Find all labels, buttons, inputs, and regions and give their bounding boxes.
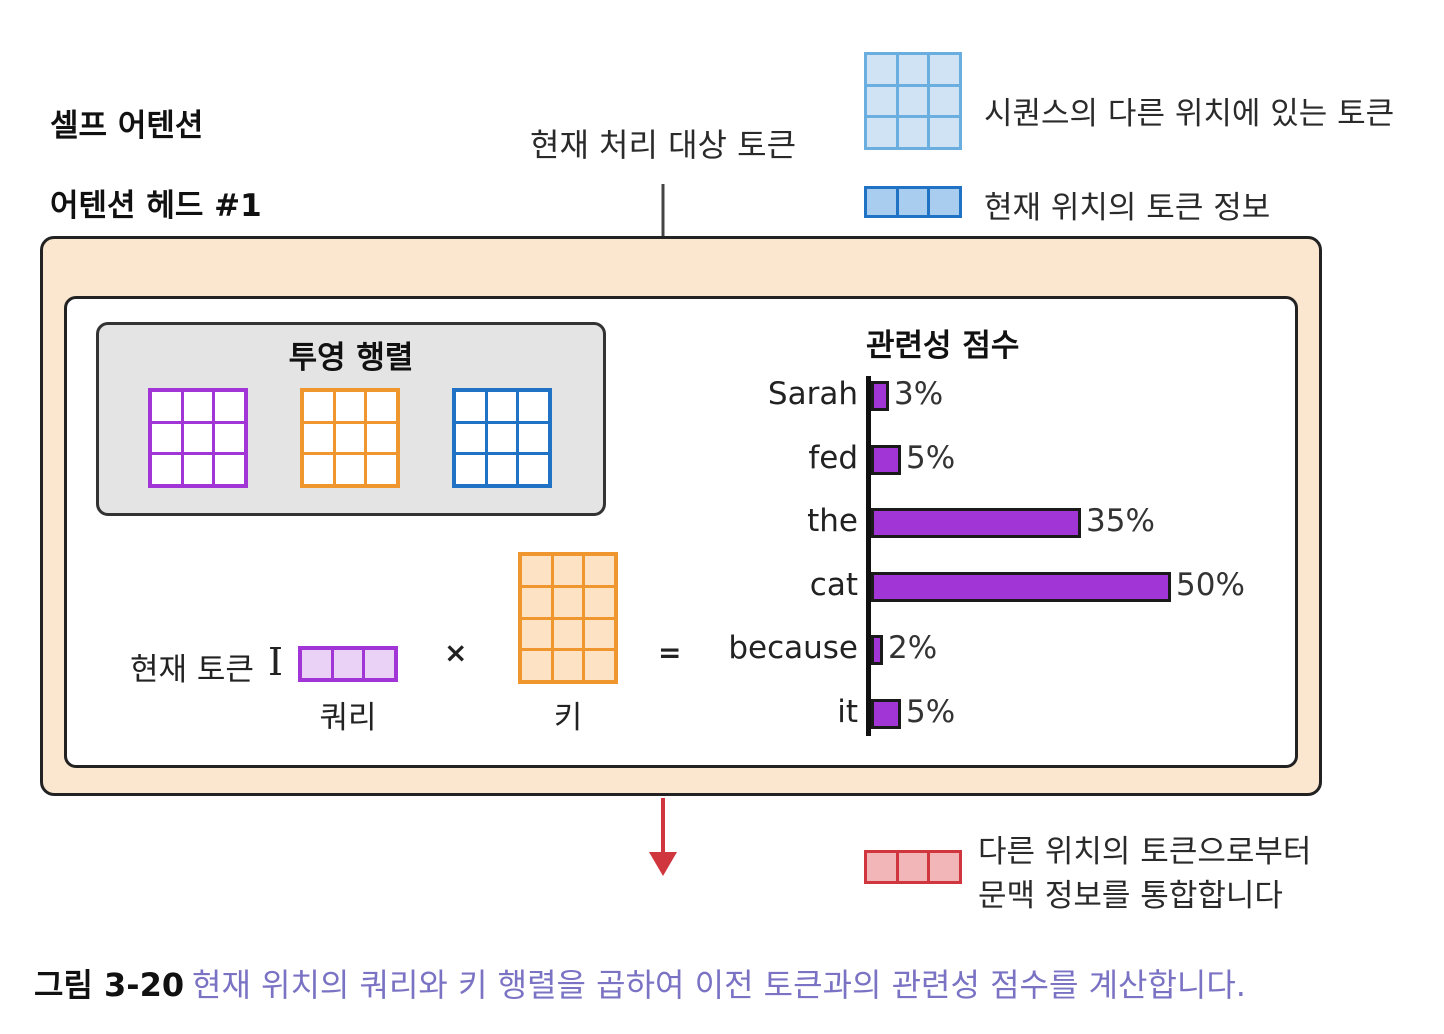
figure-number: 그림 3-20 — [34, 966, 185, 1004]
diagram-title: 셀프 어텐션 — [50, 108, 204, 144]
figure-caption: 현재 위치의 쿼리와 키 행렬을 곱하여 이전 토큰과의 관련성 점수를 계산합… — [192, 966, 1246, 1004]
cursor-icon: I — [268, 640, 284, 684]
equals-sign: = — [658, 636, 682, 669]
legend-context-line1: 다른 위치의 토큰으로부터 — [978, 834, 1312, 870]
query-vector — [298, 646, 398, 682]
multiply-sign: × — [444, 636, 468, 669]
legend-context-icon — [864, 850, 962, 884]
key-matrix — [518, 552, 618, 684]
value-projection-matrix — [452, 388, 552, 488]
legend-other-positions-icon — [864, 52, 962, 150]
legend-current-position-label: 현재 위치의 토큰 정보 — [984, 190, 1271, 226]
projection-matrices-title: 투영 행렬 — [288, 340, 414, 376]
query-label: 쿼리 — [319, 700, 377, 736]
chart-title: 관련성 점수 — [866, 328, 1020, 364]
key-label: 키 — [553, 700, 583, 736]
query-projection-matrix — [148, 388, 248, 488]
current-token-label: 현재 처리 대상 토큰 — [530, 126, 797, 164]
output-arrow-icon — [649, 798, 677, 876]
key-projection-matrix — [300, 388, 400, 488]
legend-current-position-icon — [864, 186, 962, 218]
legend-other-positions-label: 시퀀스의 다른 위치에 있는 토큰 — [984, 96, 1395, 132]
legend-context-line2: 문맥 정보를 통합합니다 — [978, 878, 1283, 914]
current-token-text: 현재 토큰 — [130, 652, 254, 688]
attention-head-title: 어텐션 헤드 #1 — [50, 188, 262, 224]
